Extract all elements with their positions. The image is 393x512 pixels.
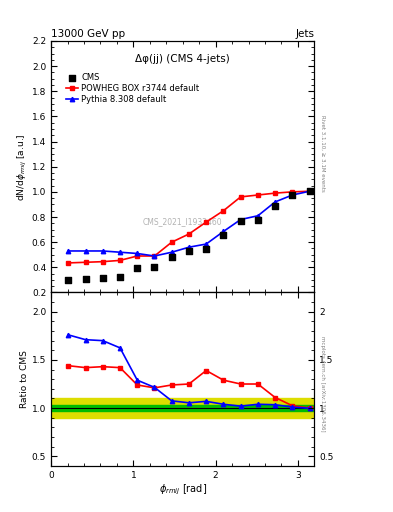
Bar <box>51 398 314 418</box>
Pythia 8.308 default <box>238 217 243 223</box>
Pythia 8.308 default <box>83 248 88 254</box>
POWHEG BOX r3744 default <box>135 253 140 259</box>
CMS <box>65 275 72 284</box>
POWHEG BOX r3744 default <box>255 192 260 198</box>
Pythia 8.308 default <box>290 192 295 198</box>
Pythia 8.308 default <box>101 248 105 254</box>
Text: 13000 GeV pp: 13000 GeV pp <box>51 29 125 39</box>
Line: Pythia 8.308 default: Pythia 8.308 default <box>66 189 312 258</box>
Pythia 8.308 default <box>221 228 226 234</box>
Bar <box>51 405 314 411</box>
CMS <box>203 245 209 253</box>
CMS <box>169 253 175 261</box>
CMS <box>220 230 227 239</box>
POWHEG BOX r3744 default <box>273 190 277 196</box>
POWHEG BOX r3744 default <box>238 194 243 200</box>
CMS <box>289 191 296 199</box>
CMS <box>186 247 192 255</box>
CMS <box>117 273 123 282</box>
Text: Rivet 3.1.10, ≥ 3.1M events: Rivet 3.1.10, ≥ 3.1M events <box>320 115 325 192</box>
Pythia 8.308 default <box>273 199 277 205</box>
POWHEG BOX r3744 default <box>204 219 209 225</box>
CMS <box>100 274 106 283</box>
Pythia 8.308 default <box>187 244 191 250</box>
POWHEG BOX r3744 default <box>83 259 88 265</box>
Pythia 8.308 default <box>152 253 157 259</box>
Pythia 8.308 default <box>118 249 122 255</box>
POWHEG BOX r3744 default <box>66 260 71 266</box>
Line: POWHEG BOX r3744 default: POWHEG BOX r3744 default <box>66 189 312 265</box>
CMS <box>307 187 313 196</box>
POWHEG BOX r3744 default <box>169 239 174 245</box>
Pythia 8.308 default <box>169 249 174 255</box>
POWHEG BOX r3744 default <box>152 253 157 259</box>
Pythia 8.308 default <box>135 250 140 257</box>
Y-axis label: Ratio to CMS: Ratio to CMS <box>20 350 29 408</box>
POWHEG BOX r3744 default <box>307 188 312 195</box>
POWHEG BOX r3744 default <box>101 259 105 265</box>
X-axis label: $\phi_{rmij}$ [rad]: $\phi_{rmij}$ [rad] <box>159 482 207 497</box>
Text: Jets: Jets <box>296 29 314 39</box>
Text: Δφ(jj) (CMS 4-jets): Δφ(jj) (CMS 4-jets) <box>135 54 230 63</box>
Y-axis label: dN/d$\phi_{rmij}$ [a.u.]: dN/d$\phi_{rmij}$ [a.u.] <box>16 133 29 201</box>
CMS <box>272 202 278 210</box>
CMS <box>237 217 244 225</box>
CMS <box>134 264 140 272</box>
CMS <box>151 263 158 271</box>
POWHEG BOX r3744 default <box>118 258 122 264</box>
Pythia 8.308 default <box>307 188 312 195</box>
Text: mcplots.cern.ch [arXiv:1306.3436]: mcplots.cern.ch [arXiv:1306.3436] <box>320 336 325 432</box>
Text: CMS_2021_I1932460: CMS_2021_I1932460 <box>143 218 222 226</box>
Pythia 8.308 default <box>255 212 260 219</box>
CMS <box>255 216 261 224</box>
POWHEG BOX r3744 default <box>187 231 191 237</box>
POWHEG BOX r3744 default <box>221 208 226 214</box>
Pythia 8.308 default <box>66 248 71 254</box>
POWHEG BOX r3744 default <box>290 189 295 195</box>
Pythia 8.308 default <box>204 241 209 247</box>
CMS <box>83 274 89 283</box>
Legend: CMS, POWHEG BOX r3744 default, Pythia 8.308 default: CMS, POWHEG BOX r3744 default, Pythia 8.… <box>63 70 202 106</box>
